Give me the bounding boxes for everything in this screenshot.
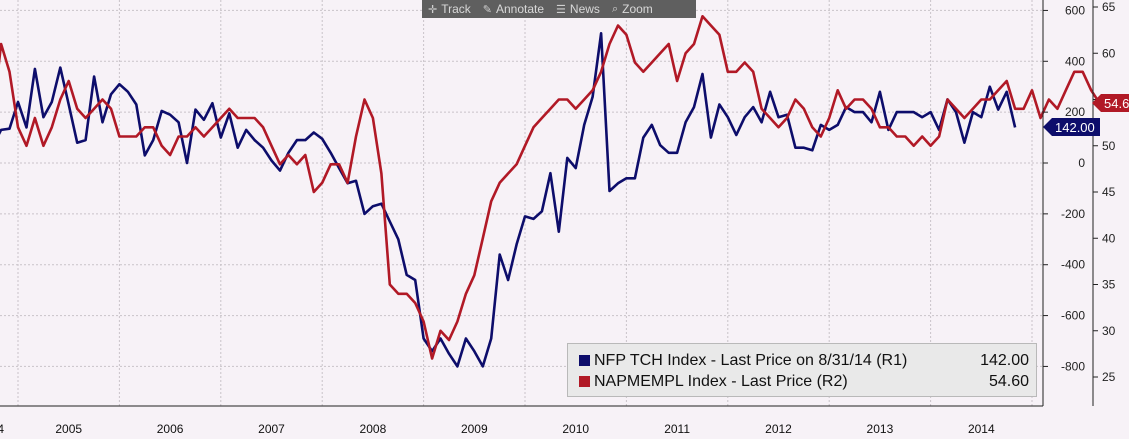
- news-button[interactable]: ☰ News: [556, 2, 600, 16]
- x-tick-label: 2005: [55, 422, 82, 436]
- annotate-button[interactable]: ✎ Annotate: [483, 2, 544, 16]
- series-line-napm: [0, 14, 1101, 360]
- r1-tick-label: -600: [1061, 309, 1085, 323]
- x-tick-label: 2013: [867, 422, 894, 436]
- chart-legend: NFP TCH Index - Last Price on 8/31/14 (R…: [567, 343, 1037, 397]
- chart-toolbar: ✛ Track ✎ Annotate ☰ News ⌕ Zoom: [422, 0, 696, 18]
- r2-tick-label: 65: [1102, 0, 1116, 14]
- news-icon: ☰: [556, 3, 566, 16]
- r1-tick-label: -400: [1061, 258, 1085, 272]
- series-lines: [0, 14, 1101, 368]
- x-tick-label: 2012: [765, 422, 792, 436]
- grid-lines: [0, 0, 1043, 406]
- zoom-label: Zoom: [622, 2, 653, 16]
- zoom-button[interactable]: ⌕ Zoom: [612, 2, 653, 16]
- r2-tick-label: 35: [1102, 278, 1116, 292]
- track-button[interactable]: ✛ Track: [428, 2, 471, 16]
- x-tick-label: 2008: [360, 422, 387, 436]
- crosshair-icon: ✛: [428, 3, 438, 16]
- magnifier-icon: ⌕: [611, 2, 619, 15]
- r1-tick-label: 200: [1065, 105, 1085, 119]
- legend-row-napm: NAPMEMPL Index - Last Price (R2) 54.60: [568, 371, 1036, 392]
- r2-tick-label: 45: [1102, 185, 1116, 199]
- r2-tick-label: 40: [1102, 231, 1116, 245]
- x-tick-label: 2011: [664, 422, 690, 436]
- annotate-label: Annotate: [496, 2, 545, 16]
- legend-row-nfp: NFP TCH Index - Last Price on 8/31/14 (R…: [568, 350, 1036, 371]
- track-label: Track: [441, 2, 471, 16]
- r2-tick-label: 25: [1102, 370, 1116, 384]
- x-tick-label: 2014: [968, 422, 995, 436]
- r2-tick-label: 50: [1102, 139, 1116, 153]
- legend-label-nfp: NFP TCH Index - Last Price on 8/31/14 (R…: [594, 351, 908, 369]
- legend-label-napm: NAPMEMPL Index - Last Price (R2): [594, 372, 848, 390]
- legend-value-nfp: 142.00: [980, 351, 1029, 369]
- x-tick-label: 2009: [461, 422, 488, 436]
- x-tick-label: 2007: [258, 422, 285, 436]
- r1-tick-label: -200: [1061, 207, 1085, 221]
- pencil-icon: ✎: [482, 3, 492, 16]
- legend-value-napm: 54.60: [988, 372, 1029, 390]
- legend-swatch-nfp: [579, 355, 590, 366]
- news-label: News: [569, 2, 600, 16]
- x-tick-label: 4: [0, 422, 4, 436]
- legend-swatch-napm: [579, 376, 590, 387]
- r1-tick-label: 600: [1065, 3, 1085, 17]
- x-tick-label: 2010: [562, 422, 589, 436]
- r1-tick-label: 0: [1078, 156, 1085, 170]
- x-tick-label: 2006: [157, 422, 184, 436]
- r2-tick-label: 30: [1102, 324, 1116, 338]
- last-value-badge-nfp: 142.00: [1043, 118, 1100, 137]
- r1-tick-label: 400: [1065, 54, 1085, 68]
- last-value-badge-napm: 54.6: [1091, 94, 1129, 113]
- r1-tick-label: -800: [1061, 359, 1085, 373]
- r2-tick-label: 60: [1102, 46, 1116, 60]
